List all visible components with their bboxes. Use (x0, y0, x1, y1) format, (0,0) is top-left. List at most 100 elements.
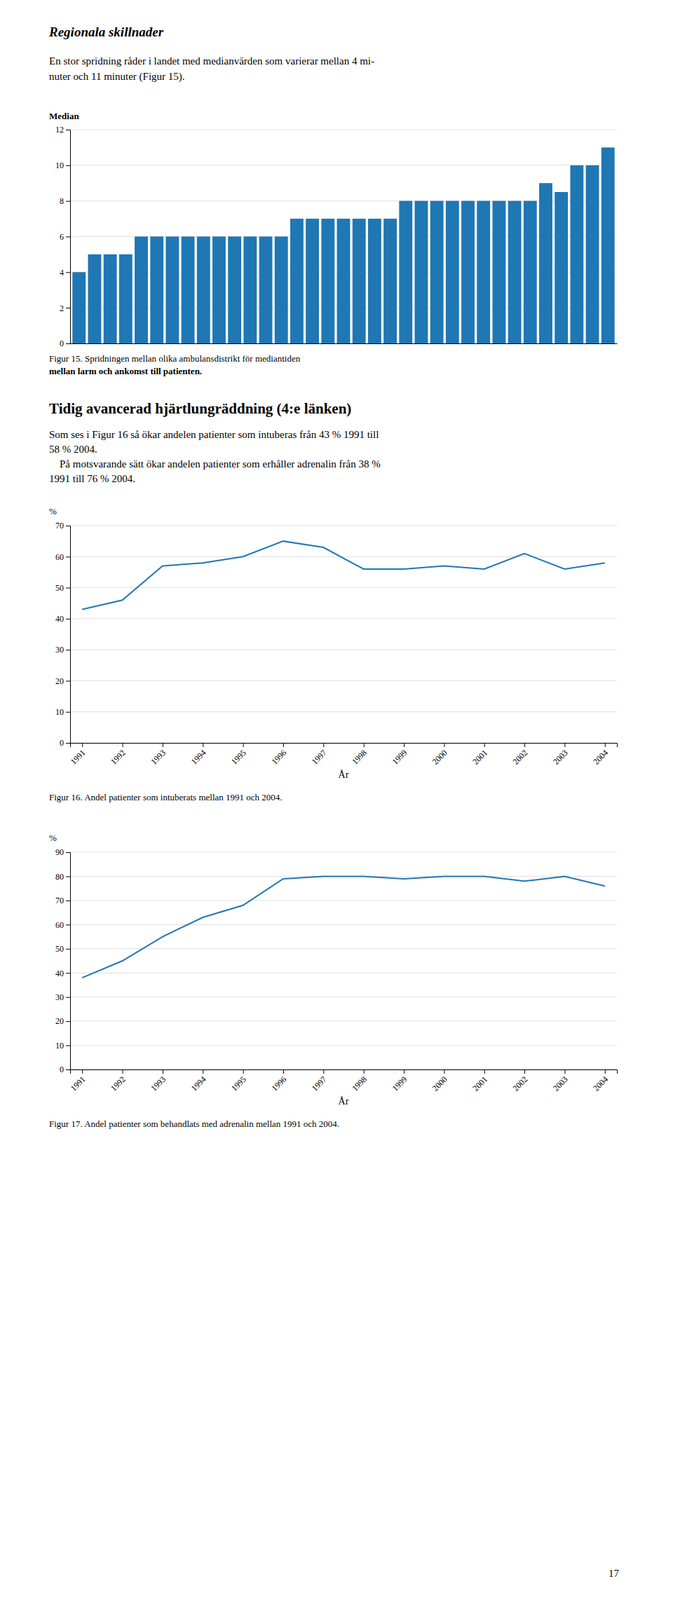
bar (212, 236, 226, 345)
grid-line (70, 852, 617, 854)
page: Regionala skillnaderEn stor spridning rå… (0, 0, 673, 1600)
x-tick (323, 1069, 324, 1074)
bar (461, 201, 475, 344)
x-tick-label: 2000 (430, 748, 450, 767)
y-tick (65, 1069, 71, 1071)
x-tick (604, 1069, 606, 1074)
grid-line (70, 924, 617, 926)
paragraph-line: På motsvarande sätt ökar andelen patient… (49, 458, 381, 470)
bar (165, 236, 179, 345)
grid-line (70, 1021, 617, 1023)
bar (445, 201, 460, 344)
grid-line (70, 948, 617, 950)
x-tick (162, 1069, 164, 1074)
caption: Figur 16. Andel patienter som intuberats… (49, 792, 283, 803)
y-tick (65, 743, 71, 744)
x-tick-label: 2001 (470, 1074, 490, 1094)
y-tick (65, 556, 71, 558)
x-tick (564, 1069, 566, 1074)
grid-line (70, 164, 617, 166)
bar (508, 201, 522, 344)
grid (70, 129, 617, 344)
y-axis-title: % (49, 506, 57, 517)
axis-line (70, 343, 618, 345)
y-tick (65, 924, 71, 926)
y-tick-label: 0 (59, 1064, 64, 1075)
grid-line (70, 973, 617, 974)
grid (70, 852, 617, 1070)
bar (476, 201, 491, 344)
line (82, 876, 605, 978)
x-tick (283, 743, 284, 748)
bar (601, 147, 615, 344)
y-tick (65, 129, 71, 131)
grid-line (70, 1045, 617, 1046)
bar (523, 201, 537, 344)
x-tick-label: 2003 (551, 748, 570, 767)
x-tick (484, 1069, 486, 1074)
paragraph-line: 58 % 2004. (49, 443, 98, 455)
x-tick (122, 1069, 124, 1074)
bar (539, 182, 553, 344)
heading: Regionala skillnader (48, 24, 165, 40)
y-tick (65, 307, 71, 309)
bar (352, 218, 366, 344)
y-tick (65, 201, 71, 202)
bar (398, 201, 413, 344)
x-tick-label: 2003 (551, 1074, 570, 1094)
x-tick (202, 743, 204, 748)
y-axis: 0102030405060708090 (55, 847, 71, 1075)
grid-line (70, 587, 617, 589)
x-tick-label: 1993 (148, 748, 168, 767)
bar (368, 218, 382, 344)
grid (70, 525, 617, 744)
bar (383, 218, 397, 344)
bar (290, 218, 304, 344)
grid-line (70, 525, 617, 527)
x-tick-label: 2002 (511, 748, 530, 767)
bar (305, 218, 319, 344)
bar (227, 236, 242, 345)
y-tick-label: 70 (55, 895, 64, 906)
y-tick-label: 50 (55, 583, 64, 594)
y-tick-label: 4 (59, 267, 64, 278)
y-tick (65, 619, 71, 620)
bar (196, 236, 211, 345)
bar (586, 165, 600, 344)
y-tick-label: 40 (55, 614, 64, 624)
y-axis: 010203040506070 (55, 520, 71, 749)
y-tick-label: 40 (55, 968, 64, 979)
y-tick (65, 680, 71, 682)
x-tick (202, 1069, 204, 1074)
y-tick-label: 30 (55, 644, 64, 655)
y-tick-label: 6 (59, 232, 64, 242)
bar (88, 254, 102, 344)
heading: Tidig avancerad hjärtlungräddning (4:e l… (49, 400, 352, 418)
y-tick-label: 10 (55, 160, 64, 171)
y-tick (65, 949, 71, 950)
caption: Figur 17. Andel patienter som behandlats… (49, 1118, 340, 1130)
bar (492, 201, 506, 344)
y-tick (65, 900, 71, 902)
caption: mellan larm och ankomst till patienten. (49, 365, 202, 377)
plot-area (82, 876, 605, 978)
chart: 1991199219931994199519961997199819992000… (55, 847, 618, 1094)
grid-line (70, 649, 617, 651)
x-tick (604, 743, 606, 748)
y-tick (65, 649, 71, 651)
x-tick-label: 1992 (108, 1074, 128, 1094)
x-tick-label: 2002 (511, 1074, 530, 1094)
y-axis-title: % (49, 832, 57, 844)
x-tick-label: 2001 (470, 748, 490, 767)
y-tick (65, 343, 71, 345)
y-tick-label: 90 (55, 847, 64, 858)
y-tick (65, 272, 71, 273)
x-tick (403, 743, 405, 748)
chart: 1991199219931994199519961997199819992000… (55, 520, 618, 767)
bar (337, 218, 351, 344)
bar (321, 218, 335, 344)
x-tick (122, 743, 124, 748)
y-tick-label: 70 (55, 520, 64, 531)
y-tick (65, 165, 71, 167)
y-tick-label: 0 (59, 338, 64, 349)
